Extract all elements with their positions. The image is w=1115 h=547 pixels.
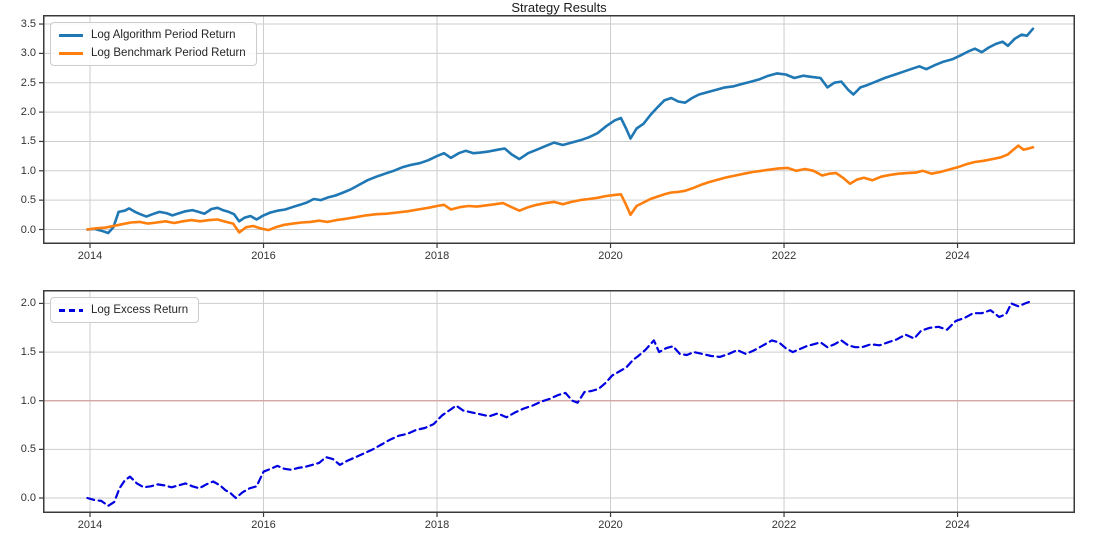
y-tick-label: 2.0 — [20, 106, 36, 119]
series-line — [86, 299, 1035, 507]
x-tick-label: 2018 — [424, 250, 450, 262]
chart-title: Strategy Results — [511, 0, 607, 15]
x-tick-label: 2022 — [771, 250, 797, 262]
legend-label-benchmark: Log Benchmark Period Return — [91, 47, 246, 59]
bottom-plot-canvas — [39, 290, 1075, 517]
y-tick-label: 1.5 — [20, 346, 36, 359]
x-tick-label: 2020 — [598, 250, 623, 262]
legend-label-algorithm: Log Algorithm Period Return — [91, 29, 236, 41]
x-tick-label: 2024 — [945, 519, 970, 531]
bottom-legend: Log Excess Return — [50, 297, 200, 323]
x-tick-label: 2014 — [77, 519, 103, 531]
legend-item-excess: Log Excess Return — [59, 303, 188, 317]
y-tick-label: 0.0 — [20, 223, 36, 236]
x-tick-label: 2016 — [251, 519, 276, 531]
algorithm-line-sample — [59, 33, 83, 37]
y-tick-label: 1.0 — [20, 394, 36, 407]
x-tick-label: 2018 — [424, 519, 450, 531]
y-tick-label: 3.0 — [20, 47, 36, 60]
y-tick-label: 0.5 — [20, 443, 36, 456]
top-legend: Log Algorithm Period Return Log Benchmar… — [50, 22, 257, 66]
x-tick-label: 2020 — [598, 519, 623, 531]
legend-label-excess: Log Excess Return — [91, 304, 189, 316]
y-tick-label: 0.5 — [20, 194, 36, 207]
top-plot-returns: Log Algorithm Period Return Log Benchmar… — [21, 15, 1075, 262]
bottom-plot-excess-return: Log Excess Return 2014 2016 2018 2020 2022 20… — [21, 290, 1075, 531]
excess-line-sample — [59, 308, 83, 312]
plot-frame — [43, 15, 1075, 244]
x-tick-label: 2014 — [77, 250, 103, 262]
x-tick-label: 2022 — [771, 519, 797, 531]
y-tick-label: 1.5 — [20, 135, 36, 148]
y-tick-label: 3.5 — [20, 18, 36, 31]
top-plot-canvas — [39, 15, 1075, 248]
x-tick-label: 2024 — [945, 250, 970, 262]
plot-frame — [43, 290, 1075, 513]
y-tick-label: 2.0 — [20, 297, 36, 310]
y-tick-label: 2.5 — [20, 76, 36, 89]
benchmark-line-sample — [59, 51, 83, 55]
x-tick-label: 2016 — [251, 250, 276, 262]
series-line — [86, 144, 1035, 234]
y-tick-label: 1.0 — [20, 164, 36, 177]
legend-item-benchmark: Log Benchmark Period Return — [59, 46, 246, 60]
series-line — [86, 27, 1035, 235]
legend-item-algorithm: Log Algorithm Period Return — [59, 28, 246, 42]
y-tick-label: 0.0 — [20, 492, 36, 505]
